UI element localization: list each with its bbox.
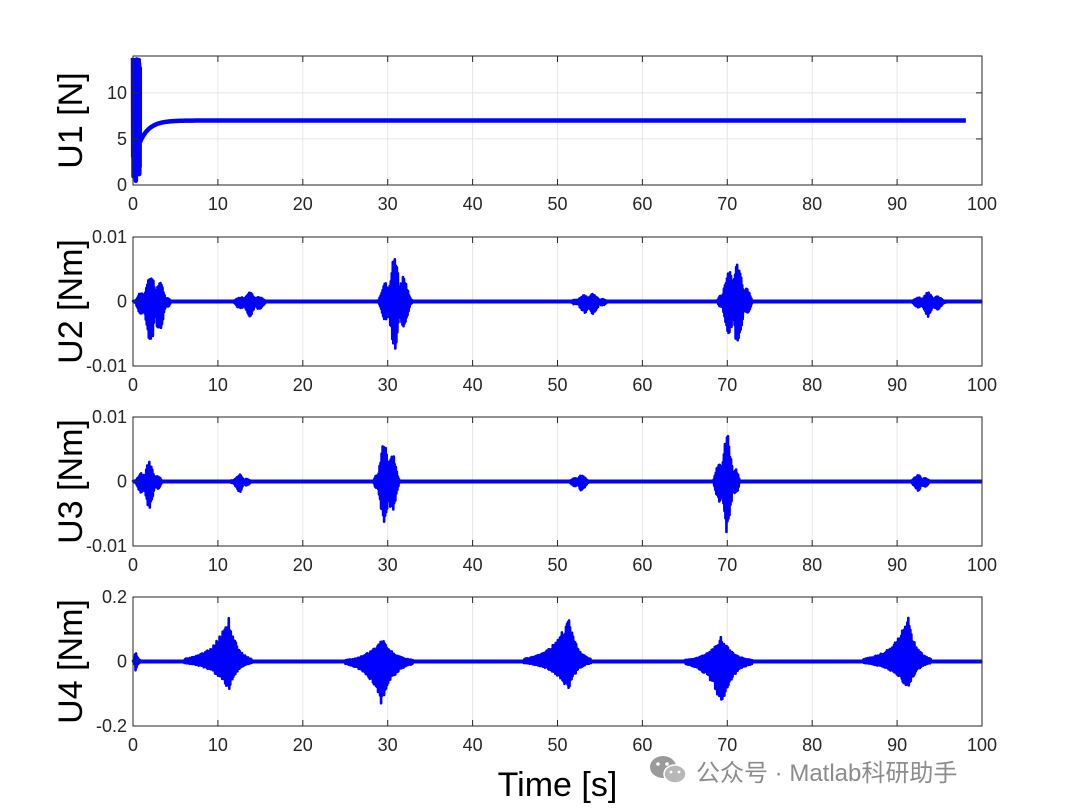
- x-tick-label: 60: [632, 194, 652, 214]
- x-tick-label: 0: [128, 194, 138, 214]
- y-tick-label: 0.01: [92, 407, 127, 427]
- x-tick-label: 60: [632, 375, 652, 395]
- y-tick-label: 0: [117, 292, 127, 312]
- x-tick-label: 70: [717, 735, 737, 755]
- x-tick-label: 60: [632, 555, 652, 575]
- x-tick-label: 70: [717, 375, 737, 395]
- x-tick-label: 70: [717, 555, 737, 575]
- x-tick-label: 30: [378, 375, 398, 395]
- x-tick-label: 10: [208, 375, 228, 395]
- watermark-text: 公众号 · Matlab科研助手: [696, 759, 958, 787]
- x-tick-label: 30: [378, 555, 398, 575]
- series-line: [130, 57, 966, 183]
- y-tick-label: 0: [117, 652, 127, 672]
- y-tick-label: 0: [117, 472, 127, 492]
- y-tick-label: -0.01: [86, 356, 127, 376]
- x-axis-label: Time [s]: [498, 766, 618, 804]
- x-tick-label: 80: [802, 735, 822, 755]
- x-tick-label: 90: [887, 555, 907, 575]
- x-tick-label: 90: [887, 735, 907, 755]
- x-tick-label: 90: [887, 194, 907, 214]
- x-tick-label: 80: [802, 555, 822, 575]
- y-tick-label: 0.2: [102, 587, 127, 607]
- x-tick-label: 80: [802, 375, 822, 395]
- y-tick-label: 0.01: [92, 227, 127, 247]
- y-axis-label: U2 [Nm]: [52, 239, 90, 364]
- subplot-4: 0 10 20 30 40 50 60 70 80 90 100-0.200.2U4 [Nm]Tim…: [52, 587, 997, 804]
- x-tick-label: 0: [128, 375, 138, 395]
- y-tick-label: 5: [117, 129, 127, 149]
- x-tick-label: 0: [128, 555, 138, 575]
- x-tick-label: 20: [293, 555, 313, 575]
- x-tick-label: 70: [717, 194, 737, 214]
- y-tick-label: -0.2: [96, 716, 127, 736]
- x-tick-label: 80: [802, 194, 822, 214]
- y-axis-label: U3 [Nm]: [52, 419, 90, 544]
- x-tick-label: 60: [632, 735, 652, 755]
- x-tick-label: 50: [547, 735, 567, 755]
- x-tick-label: 50: [547, 375, 567, 395]
- watermark: 公众号 · Matlab科研助手: [648, 752, 957, 788]
- x-tick-label: 100: [967, 194, 997, 214]
- y-axis-label: U4 [Nm]: [52, 599, 90, 724]
- x-tick-label: 10: [208, 735, 228, 755]
- y-tick-label: -0.01: [86, 536, 127, 556]
- wechat-icon: [648, 754, 688, 786]
- x-tick-label: 100: [967, 555, 997, 575]
- y-tick-label: 10: [107, 83, 127, 103]
- x-tick-label: 40: [463, 735, 483, 755]
- y-axis-label: U1 [N]: [52, 72, 90, 168]
- x-tick-label: 0: [128, 735, 138, 755]
- x-tick-label: 50: [547, 194, 567, 214]
- x-tick-label: 40: [463, 375, 483, 395]
- x-tick-label: 50: [547, 555, 567, 575]
- y-tick-label: 0: [117, 175, 127, 195]
- x-tick-label: 30: [378, 735, 398, 755]
- x-tick-label: 100: [967, 735, 997, 755]
- x-tick-label: 30: [378, 194, 398, 214]
- x-tick-label: 40: [463, 194, 483, 214]
- x-tick-label: 40: [463, 555, 483, 575]
- x-tick-label: 20: [293, 194, 313, 214]
- x-tick-label: 90: [887, 375, 907, 395]
- subplot-1: 0 10 20 30 40 50 60 70 80 90 100 0 5 10 U1 [N]: [52, 55, 997, 214]
- x-tick-label: 10: [208, 194, 228, 214]
- x-tick-label: 100: [967, 375, 997, 395]
- x-tick-label: 20: [293, 375, 313, 395]
- x-tick-label: 10: [208, 555, 228, 575]
- x-tick-label: 20: [293, 735, 313, 755]
